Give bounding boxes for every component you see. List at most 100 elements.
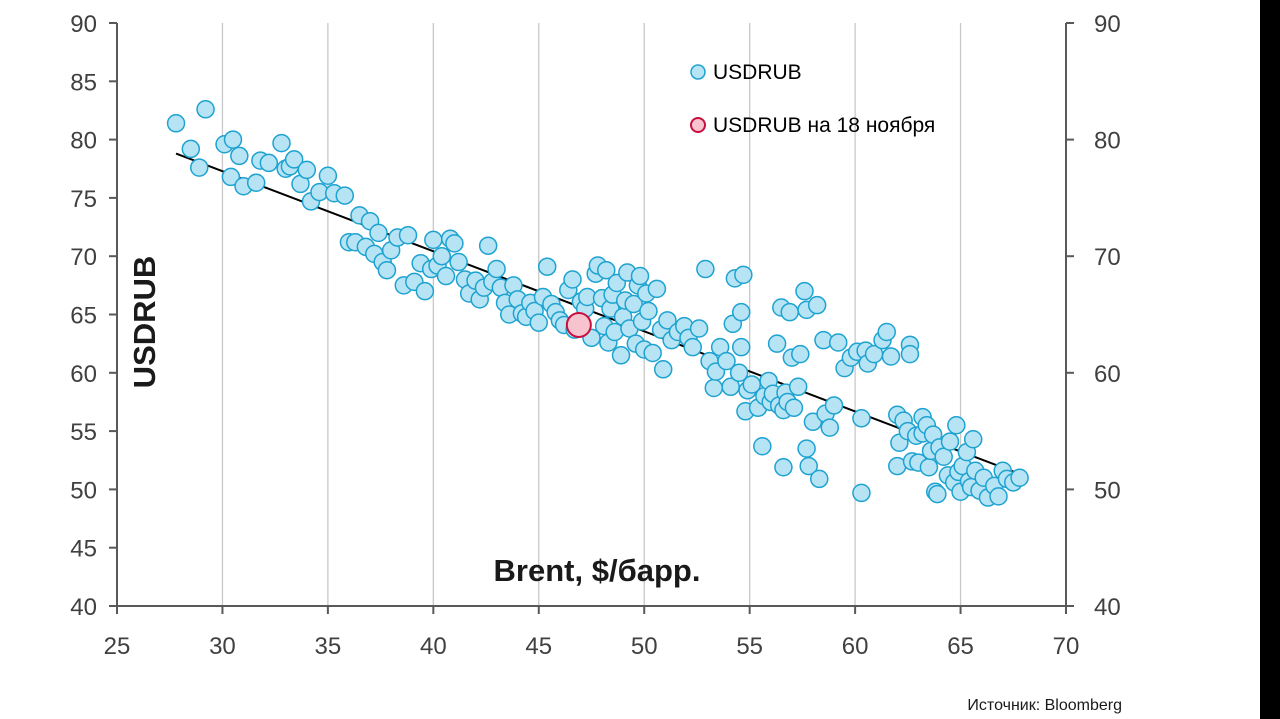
highlight-points bbox=[565, 311, 592, 338]
data-point bbox=[272, 133, 291, 153]
data-point bbox=[797, 439, 816, 458]
data-point bbox=[828, 333, 848, 352]
data-point bbox=[689, 319, 709, 338]
data-point bbox=[259, 153, 279, 173]
y-left-tick-label: 55 bbox=[70, 419, 97, 446]
data-point bbox=[653, 360, 673, 379]
data-point bbox=[597, 260, 616, 280]
y-right-tick-label: 40 bbox=[1094, 594, 1121, 621]
data-point bbox=[731, 337, 751, 357]
data-point bbox=[788, 377, 808, 397]
x-tick-label: 60 bbox=[842, 633, 869, 660]
x-tick-label: 55 bbox=[736, 633, 763, 660]
data-point bbox=[881, 347, 901, 366]
data-point bbox=[734, 265, 753, 285]
y-right-tick-label: 80 bbox=[1094, 128, 1121, 155]
x-tick-label: 65 bbox=[947, 633, 974, 660]
y-right-tick-label: 50 bbox=[1094, 477, 1121, 504]
data-point bbox=[529, 313, 549, 332]
data-point bbox=[478, 236, 498, 255]
data-point bbox=[658, 311, 677, 330]
data-point bbox=[189, 158, 209, 177]
data-point bbox=[246, 173, 266, 192]
y-left-tick-label: 75 bbox=[70, 186, 97, 213]
y-left-tick-label: 70 bbox=[70, 244, 97, 271]
data-point bbox=[624, 294, 643, 314]
data-point bbox=[424, 230, 443, 250]
x-tick-label: 35 bbox=[315, 633, 342, 660]
data-point bbox=[449, 252, 468, 272]
data-point bbox=[487, 259, 506, 279]
x-axis-title: Brent, $/барр. bbox=[494, 553, 701, 588]
y-right-tick-labels: 40 50 60 70 80 90 bbox=[1094, 11, 1121, 621]
data-point bbox=[795, 281, 814, 301]
data-point bbox=[696, 259, 715, 279]
axes bbox=[109, 22, 1074, 614]
data-point bbox=[297, 160, 317, 180]
x-tick-label: 40 bbox=[420, 633, 447, 660]
data-point bbox=[852, 409, 871, 428]
data-point bbox=[369, 223, 388, 243]
data-point bbox=[432, 246, 452, 266]
y-left-tick-label: 40 bbox=[70, 594, 97, 621]
data-point bbox=[767, 334, 787, 353]
legend-marker-highlight bbox=[690, 117, 706, 133]
x-tick-labels: 25 30 35 40 45 50 55 60 65 70 bbox=[104, 633, 1080, 660]
data-point bbox=[784, 398, 804, 418]
legend-label-highlight: USDRUB на 18 ноября bbox=[713, 114, 935, 137]
y-left-tick-label: 45 bbox=[70, 536, 97, 563]
data-point bbox=[807, 295, 827, 315]
y-right-tick-label: 70 bbox=[1094, 244, 1121, 271]
data-point bbox=[963, 430, 983, 449]
data-point bbox=[753, 437, 772, 456]
y-left-tick-label: 65 bbox=[70, 303, 97, 330]
y-left-tick-label: 80 bbox=[70, 128, 97, 155]
highlight-point bbox=[565, 311, 592, 338]
data-point bbox=[445, 234, 464, 253]
x-tick-label: 25 bbox=[104, 633, 131, 660]
y-left-tick-label: 60 bbox=[70, 361, 97, 388]
y-left-tick-label: 90 bbox=[70, 11, 97, 38]
data-point bbox=[704, 378, 724, 398]
data-point bbox=[774, 457, 793, 477]
x-tick-label: 70 bbox=[1053, 633, 1080, 660]
data-point bbox=[639, 301, 658, 321]
data-point bbox=[643, 343, 662, 363]
legend-marker-usdrub bbox=[690, 64, 706, 80]
data-point bbox=[221, 167, 241, 187]
data-point bbox=[630, 266, 650, 286]
data-point bbox=[731, 302, 751, 322]
source-note: Источник: Bloomberg bbox=[967, 697, 1122, 714]
data-point bbox=[415, 281, 435, 301]
x-tick-label: 45 bbox=[525, 633, 552, 660]
y-left-tick-labels: 40 45 50 55 60 65 70 75 80 85 90 bbox=[70, 11, 97, 621]
y-left-tick-label: 85 bbox=[70, 69, 97, 96]
data-point bbox=[940, 432, 960, 451]
data-point bbox=[824, 396, 844, 415]
x-tick-label: 50 bbox=[631, 633, 658, 660]
data-point bbox=[166, 114, 186, 133]
data-point bbox=[318, 166, 338, 185]
x-tick-label: 30 bbox=[209, 633, 236, 660]
data-point bbox=[1010, 468, 1029, 487]
data-point bbox=[181, 139, 201, 159]
data-point bbox=[791, 344, 810, 364]
data-point bbox=[647, 279, 667, 299]
data-point bbox=[729, 363, 749, 383]
data-point bbox=[810, 469, 829, 489]
data-point bbox=[900, 344, 920, 364]
data-point bbox=[852, 483, 871, 503]
data-point bbox=[196, 100, 215, 119]
data-point bbox=[436, 266, 456, 286]
y-right-tick-label: 60 bbox=[1094, 361, 1121, 388]
data-point bbox=[223, 130, 243, 149]
data-point bbox=[820, 418, 840, 437]
data-point bbox=[284, 150, 304, 169]
data-point bbox=[377, 260, 397, 280]
legend: USDRUB USDRUB на 18 ноября bbox=[690, 61, 935, 137]
data-point bbox=[799, 456, 818, 476]
data-point bbox=[780, 302, 799, 322]
y-axis-title: USDRUB bbox=[127, 256, 162, 389]
data-point bbox=[928, 484, 947, 504]
